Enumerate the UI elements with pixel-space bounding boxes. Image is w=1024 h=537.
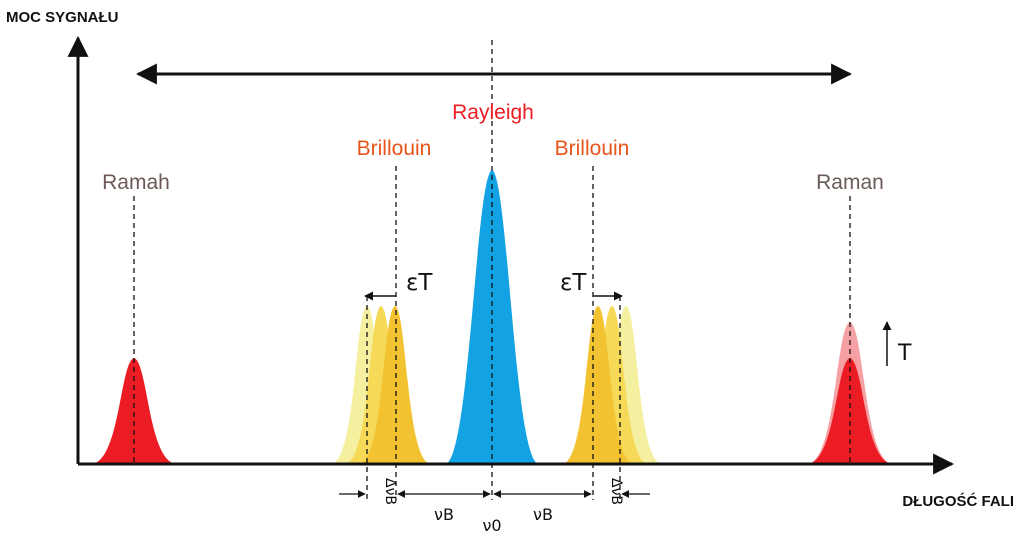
delta-nu-b-right-label: ΔνB	[608, 478, 624, 505]
nu-b-left-label: νB	[434, 505, 454, 524]
x-axis-title: DŁUGOŚĆ FALI	[902, 492, 1014, 510]
axes	[67, 35, 955, 475]
delta-nu-b-left-label: ΔνB	[382, 478, 398, 505]
raman-right-label: Raman	[816, 171, 884, 194]
nu-0-label: ν0	[482, 516, 501, 535]
raman-left-label: Ramah	[102, 171, 170, 194]
raman-right-peaks	[808, 322, 892, 464]
eps-t-left-label: εT	[406, 270, 433, 296]
eps-t-right-label: εT	[560, 270, 587, 296]
temperature-label: T	[897, 341, 912, 366]
rayleigh-label: Rayleigh	[452, 101, 534, 124]
brillouin-left-label: Brillouin	[357, 137, 432, 160]
brillouin-right-label: Brillouin	[555, 137, 630, 160]
brillouin-right-peaks	[563, 306, 661, 464]
dashed-guides	[133, 40, 851, 500]
brillouin-left-peaks	[332, 306, 430, 464]
y-axis-title: MOC SYGNAŁU	[6, 9, 119, 26]
raman-left-peak	[92, 358, 176, 464]
rayleigh-peak	[446, 170, 538, 464]
nu-b-right-label: νB	[533, 505, 553, 524]
